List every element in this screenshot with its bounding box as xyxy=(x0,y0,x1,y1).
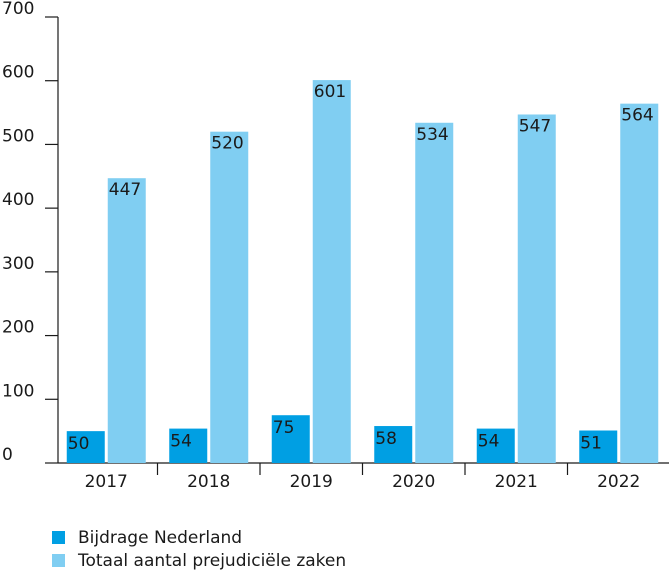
value-label: 601 xyxy=(314,82,346,102)
x-tick-label: 2022 xyxy=(597,472,640,492)
legend-swatch xyxy=(52,531,65,544)
y-tick-label: 100 xyxy=(2,381,34,401)
value-label: 50 xyxy=(68,434,90,454)
value-label: 54 xyxy=(170,432,192,452)
value-label: 534 xyxy=(416,125,448,145)
bar xyxy=(107,178,146,463)
x-tick-label: 2019 xyxy=(290,472,333,492)
value-label: 75 xyxy=(273,418,295,438)
bar xyxy=(271,415,310,463)
y-tick-label: 600 xyxy=(2,63,34,83)
value-label: 54 xyxy=(478,432,500,452)
legend-swatch xyxy=(52,554,65,567)
y-tick-label: 500 xyxy=(2,126,34,146)
bar xyxy=(579,430,618,463)
bar xyxy=(312,80,351,463)
bar xyxy=(415,122,454,463)
x-tick-label: 2017 xyxy=(85,472,128,492)
y-tick-label: 0 xyxy=(2,445,13,465)
value-label: 58 xyxy=(375,429,397,449)
value-label: 564 xyxy=(621,106,653,126)
value-label: 547 xyxy=(519,116,551,136)
legend-label: Totaal aantal prejudiciële zaken xyxy=(77,551,346,571)
bar xyxy=(476,428,515,463)
legend-label: Bijdrage Nederland xyxy=(78,528,242,548)
x-tick-label: 2020 xyxy=(392,472,435,492)
y-tick-label: 400 xyxy=(2,190,34,210)
y-tick-label: 300 xyxy=(2,254,34,274)
x-tick-label: 2021 xyxy=(495,472,538,492)
x-tick-label: 2018 xyxy=(187,472,230,492)
y-tick-label: 700 xyxy=(2,0,34,19)
value-label: 51 xyxy=(580,434,602,454)
value-label: 520 xyxy=(211,134,243,154)
bar xyxy=(620,103,659,463)
bar xyxy=(517,114,556,464)
bar xyxy=(66,431,105,463)
value-label: 447 xyxy=(109,180,141,200)
bar xyxy=(374,426,413,463)
bar xyxy=(169,428,208,463)
y-tick-label: 200 xyxy=(2,318,34,338)
bar xyxy=(210,131,249,463)
